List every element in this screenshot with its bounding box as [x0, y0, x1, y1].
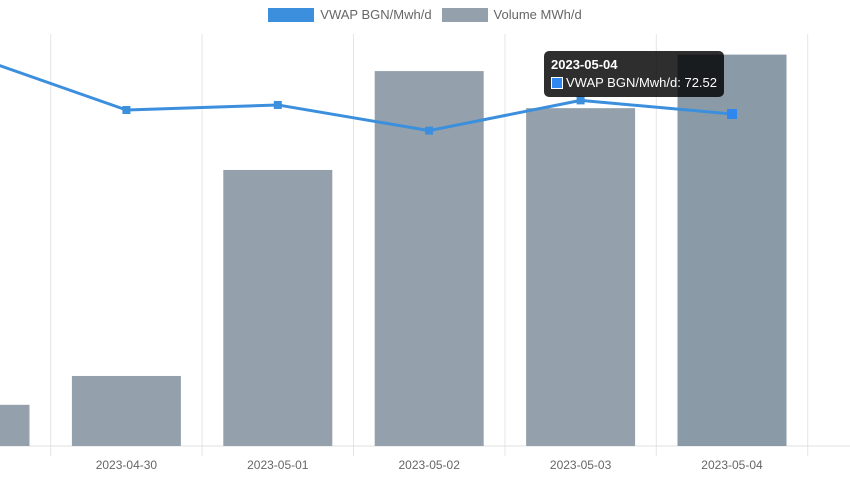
legend-item-volume[interactable]: Volume MWh/d [441, 7, 582, 22]
x-tick-label: 2023-04-30 [96, 458, 158, 472]
volume-bar [0, 404, 30, 446]
volume-bar [71, 375, 181, 446]
legend-item-vwap[interactable]: VWAP BGN/Mwh/d [268, 7, 432, 22]
tooltip-row: VWAP BGN/Mwh/d: 72.52 [551, 75, 717, 91]
x-axis: 92023-04-302023-05-012023-05-022023-05-0… [96, 458, 763, 472]
volume-bar [677, 54, 787, 446]
tooltip-title: 2023-05-04 [551, 57, 618, 72]
legend-label-vwap: VWAP BGN/Mwh/d [320, 7, 432, 22]
tooltip-value: VWAP BGN/Mwh/d: 72.52 [566, 75, 718, 90]
x-tick-label: 2023-05-03 [550, 458, 612, 472]
vwap-line [0, 64, 737, 135]
tooltip: 2023-05-04 VWAP BGN/Mwh/d: 72.52 [544, 51, 725, 97]
legend-swatch-vwap [268, 7, 315, 22]
volume-bar [526, 108, 636, 446]
x-tick-label: 2023-05-02 [399, 458, 461, 472]
vwap-point [576, 96, 585, 105]
vwap-point [727, 109, 737, 120]
vwap-point [122, 105, 131, 114]
legend-swatch-volume [441, 7, 488, 22]
x-tick-label: 2023-05-01 [247, 458, 309, 472]
vwap-line-path [0, 64, 733, 133]
volume-bars [0, 54, 787, 446]
legend-label-volume: Volume MWh/d [493, 7, 582, 22]
vwap-point [273, 100, 282, 109]
volume-bar [223, 169, 333, 446]
vwap-point [425, 126, 434, 135]
legend: VWAP BGN/Mwh/d Volume MWh/d [0, 7, 850, 22]
tooltip-swatch [551, 77, 563, 89]
x-tick-label: 2023-05-04 [701, 458, 763, 472]
